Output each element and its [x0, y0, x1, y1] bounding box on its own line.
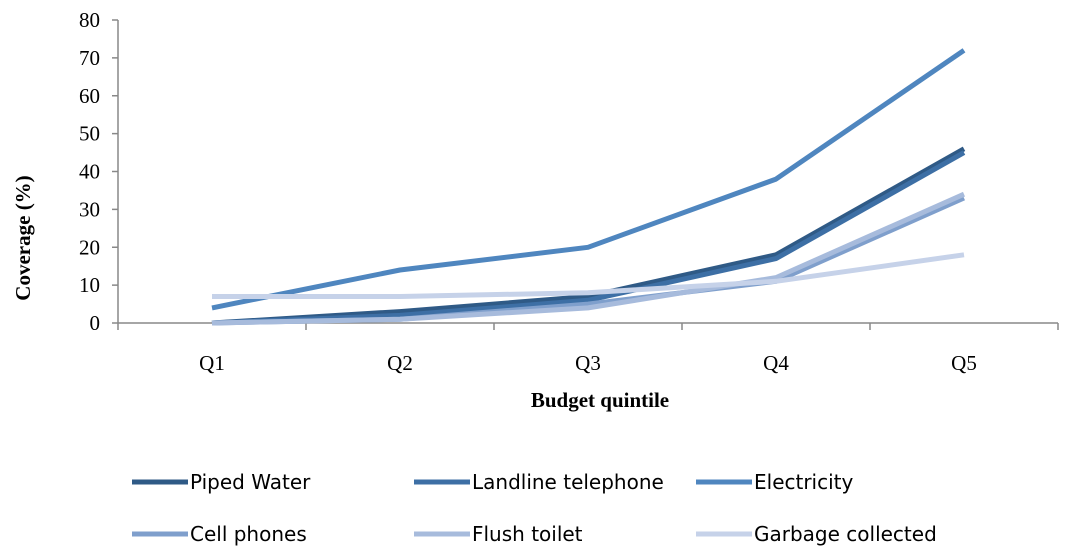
- y-tick-label: 30: [79, 197, 100, 221]
- series-line-electricity: [211, 48, 966, 311]
- legend-item: Garbage collected: [696, 522, 937, 546]
- y-tick-label: 20: [79, 235, 100, 259]
- series-lines: [211, 48, 966, 326]
- legend: Piped Water Landline telephone Electricity…: [132, 470, 937, 546]
- x-tick-label: Q1: [199, 351, 225, 375]
- x-axis-title: Budget quintile: [531, 388, 669, 412]
- y-tick-label: 0: [90, 311, 101, 335]
- legend-item: Electricity: [696, 470, 854, 494]
- y-tick-label: 80: [79, 8, 100, 32]
- x-tick-label: Q3: [575, 351, 601, 375]
- series-line-landline-telephone: [211, 150, 966, 326]
- y-ticks: 0 10 20 30 40 50 60 70 80: [79, 8, 118, 335]
- y-tick-label: 50: [79, 122, 100, 146]
- legend-item: Flush toilet: [414, 522, 583, 546]
- axes: [117, 20, 1058, 324]
- y-tick-label: 60: [79, 84, 100, 108]
- x-tick-label: Q2: [387, 351, 413, 375]
- legend-label: Electricity: [754, 470, 854, 494]
- y-tick-label: 10: [79, 273, 100, 297]
- y-tick-label: 40: [79, 160, 100, 184]
- x-tick-label: Q5: [951, 351, 977, 375]
- x-ticks: Q1 Q2 Q3 Q4 Q5: [117, 323, 1059, 375]
- legend-label: Piped Water: [190, 470, 311, 494]
- x-tick-label: Q4: [763, 351, 789, 375]
- series-line-flush-toilet: [211, 191, 966, 326]
- y-tick-label: 70: [79, 46, 100, 70]
- y-axis-title: Coverage (%): [11, 175, 35, 300]
- legend-item: Landline telephone: [414, 470, 664, 494]
- series-line-piped-water: [211, 146, 966, 326]
- legend-label: Landline telephone: [472, 470, 664, 494]
- legend-label: Garbage collected: [754, 522, 937, 546]
- legend-item: Cell phones: [132, 522, 307, 546]
- legend-label: Cell phones: [190, 522, 307, 546]
- series-line-garbage-collected: [212, 252, 965, 299]
- legend-item: Piped Water: [132, 470, 311, 494]
- legend-label: Flush toilet: [472, 522, 583, 546]
